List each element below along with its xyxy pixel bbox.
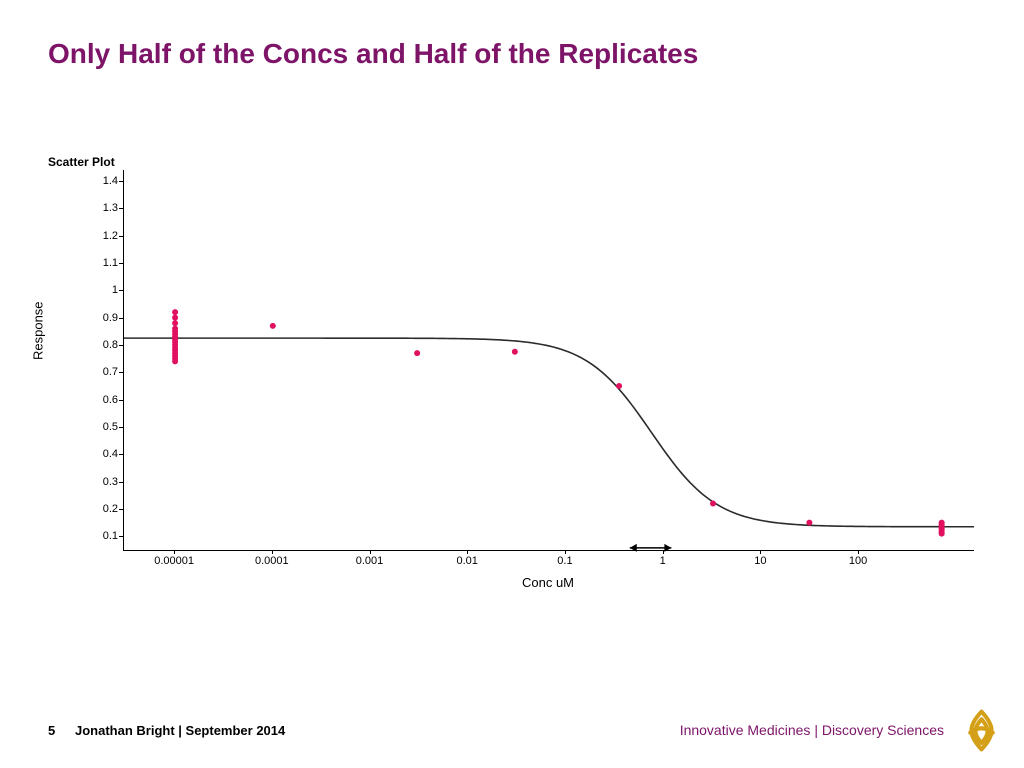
y-tick-mark xyxy=(119,454,123,455)
slide: Only Half of the Concs and Half of the R… xyxy=(0,0,1024,768)
x-axis-label: Conc uM xyxy=(522,575,574,590)
footer-tagline: Innovative Medicines | Discovery Science… xyxy=(680,722,944,738)
y-tick-mark xyxy=(119,181,123,182)
x-tick-label: 0.00001 xyxy=(154,555,194,567)
y-tick-mark xyxy=(119,208,123,209)
y-tick-mark xyxy=(119,482,123,483)
x-tick-mark xyxy=(272,550,273,554)
x-tick-mark xyxy=(858,550,859,554)
slide-title: Only Half of the Concs and Half of the R… xyxy=(48,38,698,70)
data-point xyxy=(172,315,178,321)
x-tick-label: 0.01 xyxy=(457,555,478,567)
y-tick-mark xyxy=(119,318,123,319)
y-tick-label: 1 xyxy=(78,284,118,296)
x-tick-label: 100 xyxy=(849,555,867,567)
y-tick-label: 1.2 xyxy=(78,230,118,242)
y-axis-label: Response xyxy=(31,301,46,360)
y-tick-label: 0.8 xyxy=(78,339,118,351)
data-point xyxy=(512,349,518,355)
y-tick-label: 1.1 xyxy=(78,257,118,269)
y-tick-label: 1.3 xyxy=(78,202,118,214)
y-tick-label: 0.3 xyxy=(78,476,118,488)
y-tick-label: 0.5 xyxy=(78,421,118,433)
y-tick-label: 0.1 xyxy=(78,530,118,542)
data-point xyxy=(939,531,945,537)
y-tick-label: 0.2 xyxy=(78,503,118,515)
data-point xyxy=(414,350,420,356)
y-tick-mark xyxy=(119,290,123,291)
x-tick-mark xyxy=(174,550,175,554)
x-tick-label: 1 xyxy=(660,555,666,567)
y-tick-mark xyxy=(119,345,123,346)
footer: 5 Jonathan Bright | September 2014 Innov… xyxy=(0,708,1024,768)
plot-area xyxy=(123,170,974,551)
data-point xyxy=(172,320,178,326)
company-logo-icon xyxy=(959,708,1004,753)
x-tick-mark xyxy=(760,550,761,554)
arrowhead-left-icon xyxy=(630,544,637,552)
y-tick-label: 1.4 xyxy=(78,175,118,187)
y-tick-mark xyxy=(119,236,123,237)
y-tick-label: 0.7 xyxy=(78,366,118,378)
y-tick-mark xyxy=(119,427,123,428)
x-tick-label: 0.1 xyxy=(557,555,572,567)
chart-subtitle: Scatter Plot xyxy=(48,155,115,169)
data-point xyxy=(710,501,716,507)
y-tick-label: 0.6 xyxy=(78,394,118,406)
x-tick-label: 10 xyxy=(754,555,766,567)
data-point xyxy=(806,520,812,526)
arrowhead-right-icon xyxy=(664,544,671,552)
plot-svg xyxy=(124,170,974,550)
y-tick-mark xyxy=(119,536,123,537)
data-point xyxy=(172,309,178,315)
x-tick-mark xyxy=(663,550,664,554)
scatter-chart: Scatter Plot Response Conc uM 0.10.20.30… xyxy=(48,160,978,620)
data-point xyxy=(616,383,622,389)
y-tick-mark xyxy=(119,263,123,264)
data-point xyxy=(172,358,178,364)
y-tick-label: 0.4 xyxy=(78,448,118,460)
fit-curve xyxy=(124,338,974,527)
author-line: Jonathan Bright | September 2014 xyxy=(75,723,285,738)
x-tick-label: 0.001 xyxy=(356,555,384,567)
x-tick-mark xyxy=(467,550,468,554)
y-tick-mark xyxy=(119,372,123,373)
page-number: 5 xyxy=(48,723,55,738)
y-tick-mark xyxy=(119,400,123,401)
y-tick-label: 0.9 xyxy=(78,312,118,324)
y-tick-mark xyxy=(119,509,123,510)
x-tick-mark xyxy=(370,550,371,554)
x-tick-mark xyxy=(565,550,566,554)
data-point xyxy=(270,323,276,329)
x-tick-label: 0.0001 xyxy=(255,555,289,567)
